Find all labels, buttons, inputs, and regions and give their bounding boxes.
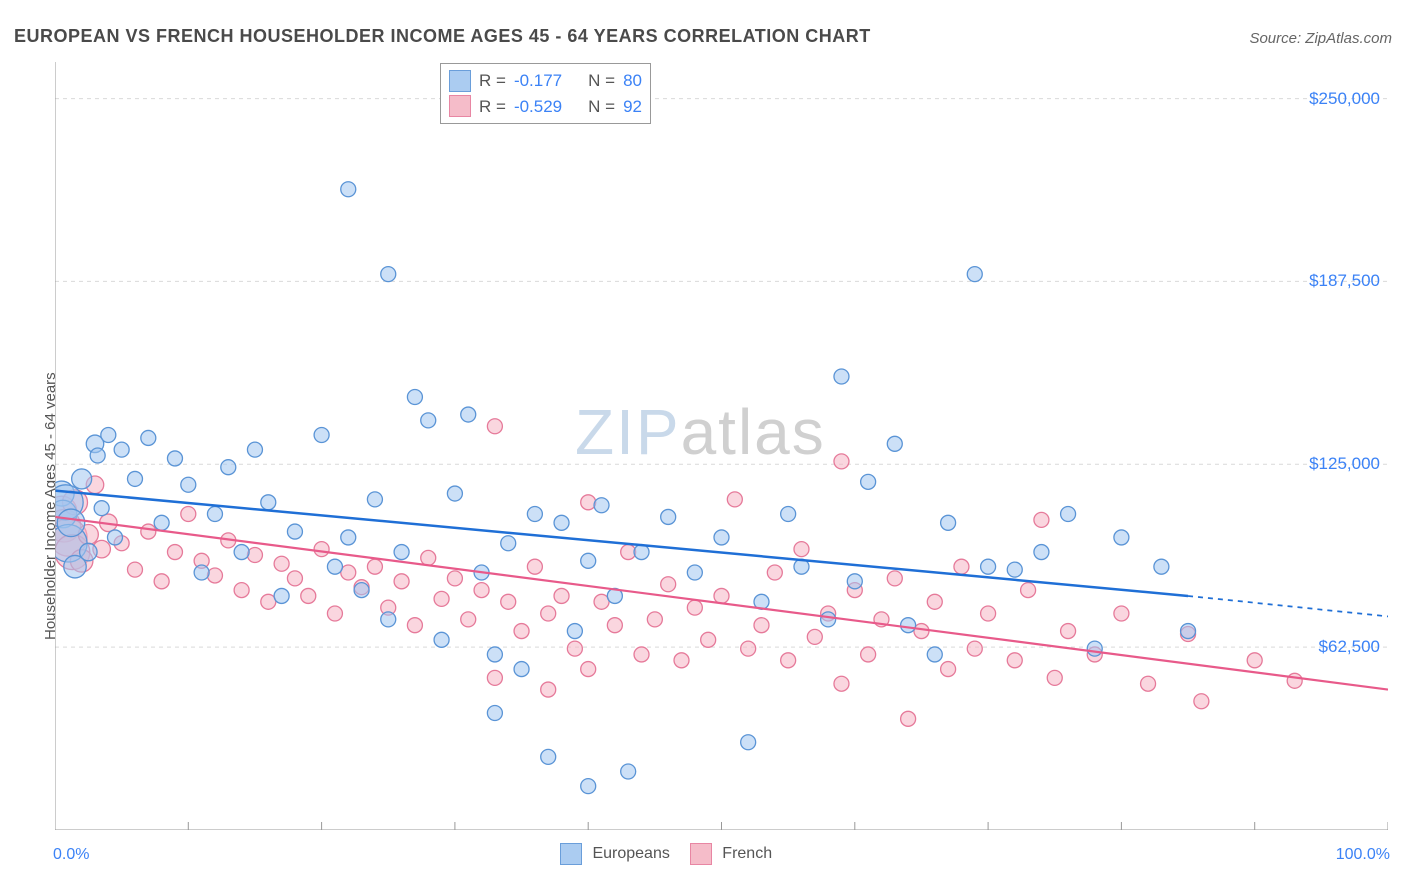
french-r-value: -0.529 xyxy=(514,94,562,120)
r-label: R = xyxy=(479,68,506,94)
r-label: R = xyxy=(479,94,506,120)
stats-row-french: R = -0.529 N = 92 xyxy=(449,94,642,120)
n-label: N = xyxy=(588,68,615,94)
stats-legend: R = -0.177 N = 80 R = -0.529 N = 92 xyxy=(440,63,651,124)
n-label: N = xyxy=(588,94,615,120)
y-axis-tick-label: $187,500 xyxy=(1309,271,1380,291)
chart-title: EUROPEAN VS FRENCH HOUSEHOLDER INCOME AG… xyxy=(14,26,871,47)
y-axis-tick-label: $250,000 xyxy=(1309,89,1380,109)
x-axis-max-label: 100.0% xyxy=(1336,846,1390,864)
watermark: ZIPatlas xyxy=(575,395,826,469)
y-axis-tick-label: $125,000 xyxy=(1309,454,1380,474)
french-swatch-icon xyxy=(449,95,471,117)
series-legend: Europeans French xyxy=(560,843,772,865)
european-swatch-icon xyxy=(560,843,582,865)
european-r-value: -0.177 xyxy=(514,68,562,94)
y-axis-tick-label: $62,500 xyxy=(1319,637,1380,657)
stats-row-european: R = -0.177 N = 80 xyxy=(449,68,642,94)
french-swatch-icon xyxy=(690,843,712,865)
legend-item-european: Europeans xyxy=(560,843,670,865)
legend-item-french: French xyxy=(690,843,772,865)
french-n-value: 92 xyxy=(623,94,642,120)
watermark-left: ZIP xyxy=(575,396,681,468)
watermark-right: atlas xyxy=(681,396,826,468)
source-attribution: Source: ZipAtlas.com xyxy=(1249,30,1392,47)
european-n-value: 80 xyxy=(623,68,642,94)
x-axis-min-label: 0.0% xyxy=(53,846,89,864)
european-legend-label: Europeans xyxy=(592,845,669,862)
european-swatch-icon xyxy=(449,70,471,92)
french-legend-label: French xyxy=(722,845,772,862)
